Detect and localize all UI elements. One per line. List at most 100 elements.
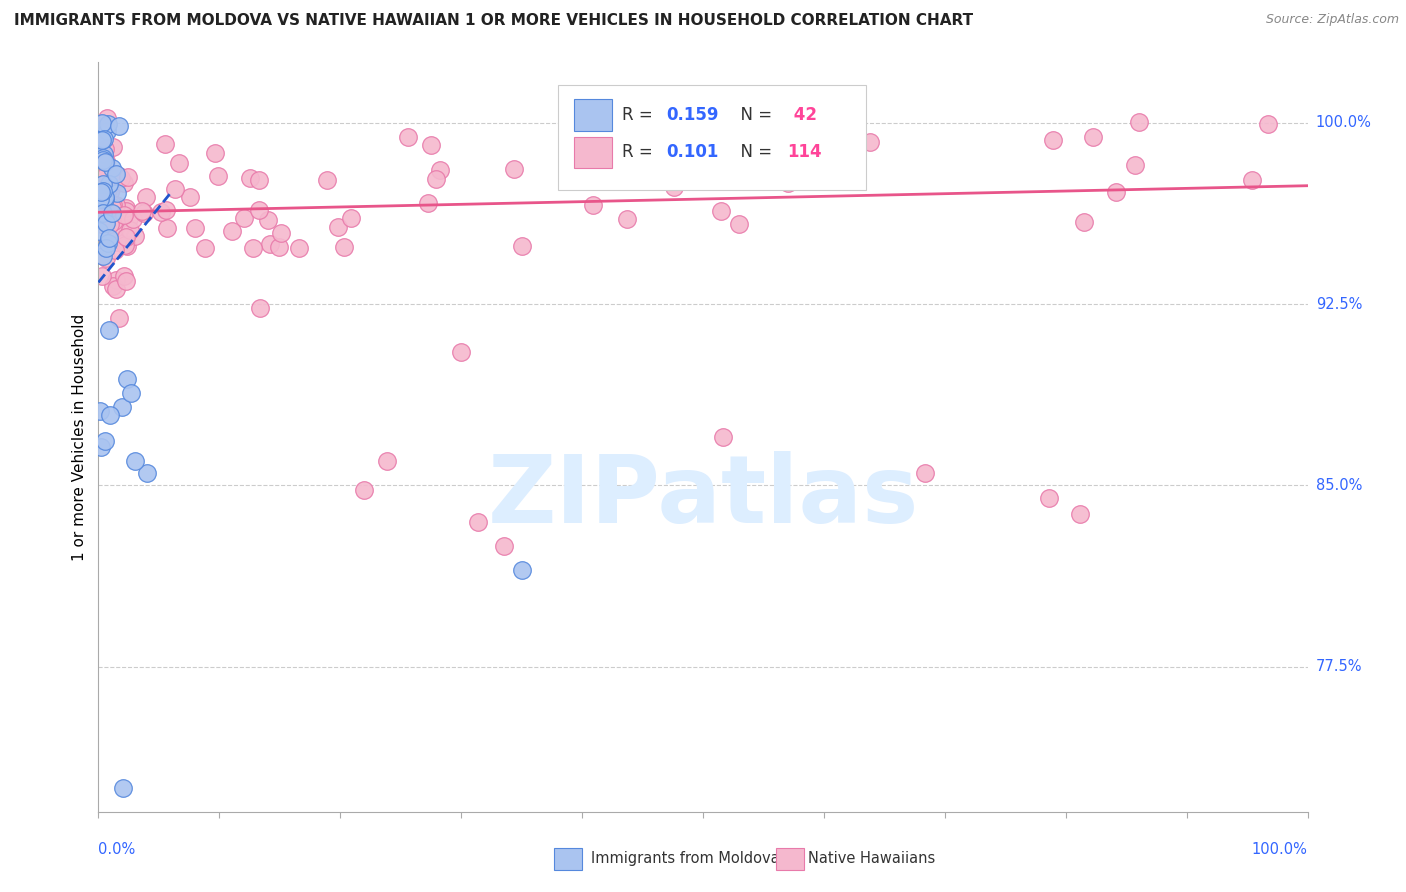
Point — [425, 172, 447, 186]
Point — [270, 227, 292, 241]
Point — [91, 194, 114, 208]
Point — [115, 372, 138, 386]
Point — [859, 135, 882, 149]
Text: N =: N = — [730, 144, 778, 161]
Text: 100.0%: 100.0% — [1251, 842, 1308, 857]
Point — [115, 238, 138, 252]
Point — [353, 483, 375, 498]
Text: R =: R = — [621, 106, 658, 124]
Point — [97, 117, 120, 131]
Text: R =: R = — [621, 144, 658, 161]
Point — [103, 214, 125, 228]
Point — [104, 243, 127, 257]
Point — [96, 111, 118, 125]
Point — [89, 403, 111, 417]
Point — [339, 211, 361, 226]
Point — [89, 192, 111, 206]
Point — [94, 239, 117, 253]
Point — [94, 216, 117, 230]
Point — [420, 138, 443, 153]
Point — [101, 180, 124, 194]
Point — [98, 217, 121, 231]
Point — [98, 409, 121, 423]
Point — [582, 198, 605, 212]
Point — [91, 151, 114, 165]
Point — [239, 170, 262, 185]
Point — [105, 235, 128, 249]
Point — [112, 208, 135, 222]
Point — [179, 190, 201, 204]
Point — [90, 150, 112, 164]
Point — [416, 196, 439, 211]
Point — [100, 200, 122, 214]
Point — [711, 430, 734, 444]
Point — [94, 434, 117, 449]
Point — [118, 211, 141, 226]
Point — [510, 238, 533, 252]
Text: 85.0%: 85.0% — [1316, 478, 1362, 493]
Y-axis label: 1 or more Vehicles in Household: 1 or more Vehicles in Household — [72, 313, 87, 561]
Point — [1083, 129, 1105, 144]
Point — [288, 241, 311, 255]
Point — [93, 214, 115, 228]
Point — [108, 311, 131, 326]
Point — [104, 221, 127, 235]
Point — [98, 231, 121, 245]
Point — [778, 176, 800, 190]
Point — [232, 211, 254, 226]
Point — [96, 169, 118, 183]
Point — [114, 230, 136, 244]
Point — [94, 251, 117, 265]
Point — [101, 279, 124, 293]
Point — [326, 220, 349, 235]
Point — [267, 240, 290, 254]
Point — [98, 186, 121, 200]
Point — [108, 119, 131, 133]
Point — [727, 217, 749, 231]
Point — [155, 136, 177, 151]
Point — [87, 224, 110, 238]
Point — [467, 515, 489, 529]
Point — [105, 198, 128, 212]
Text: 92.5%: 92.5% — [1316, 297, 1362, 311]
Point — [91, 249, 114, 263]
Point — [91, 153, 114, 167]
Text: 114: 114 — [787, 144, 823, 161]
Point — [93, 191, 115, 205]
Point — [91, 177, 114, 191]
Point — [112, 268, 135, 283]
Point — [135, 189, 157, 203]
Text: 100.0%: 100.0% — [1316, 115, 1372, 130]
Point — [1241, 173, 1264, 187]
Point — [89, 196, 111, 211]
Point — [90, 206, 112, 220]
Point — [120, 386, 142, 401]
Point — [111, 780, 134, 795]
Point — [93, 142, 115, 156]
Point — [429, 163, 451, 178]
Point — [97, 182, 120, 196]
Point — [247, 202, 270, 217]
Point — [93, 132, 115, 146]
Point — [114, 237, 136, 252]
Point — [115, 230, 138, 244]
Point — [221, 224, 243, 238]
Point — [89, 164, 111, 178]
Point — [375, 454, 398, 468]
Text: 77.5%: 77.5% — [1316, 659, 1362, 674]
Point — [90, 190, 112, 204]
Text: 0.0%: 0.0% — [98, 842, 135, 857]
Point — [101, 161, 124, 176]
Point — [1128, 115, 1150, 129]
Point — [105, 167, 128, 181]
Point — [93, 146, 115, 161]
Point — [105, 186, 128, 200]
Point — [204, 146, 226, 161]
Point — [503, 161, 526, 176]
Point — [135, 467, 157, 481]
Point — [1073, 215, 1095, 229]
Point — [156, 220, 179, 235]
Text: ZIPatlas: ZIPatlas — [488, 451, 918, 543]
Point — [93, 149, 115, 163]
Point — [118, 223, 141, 237]
